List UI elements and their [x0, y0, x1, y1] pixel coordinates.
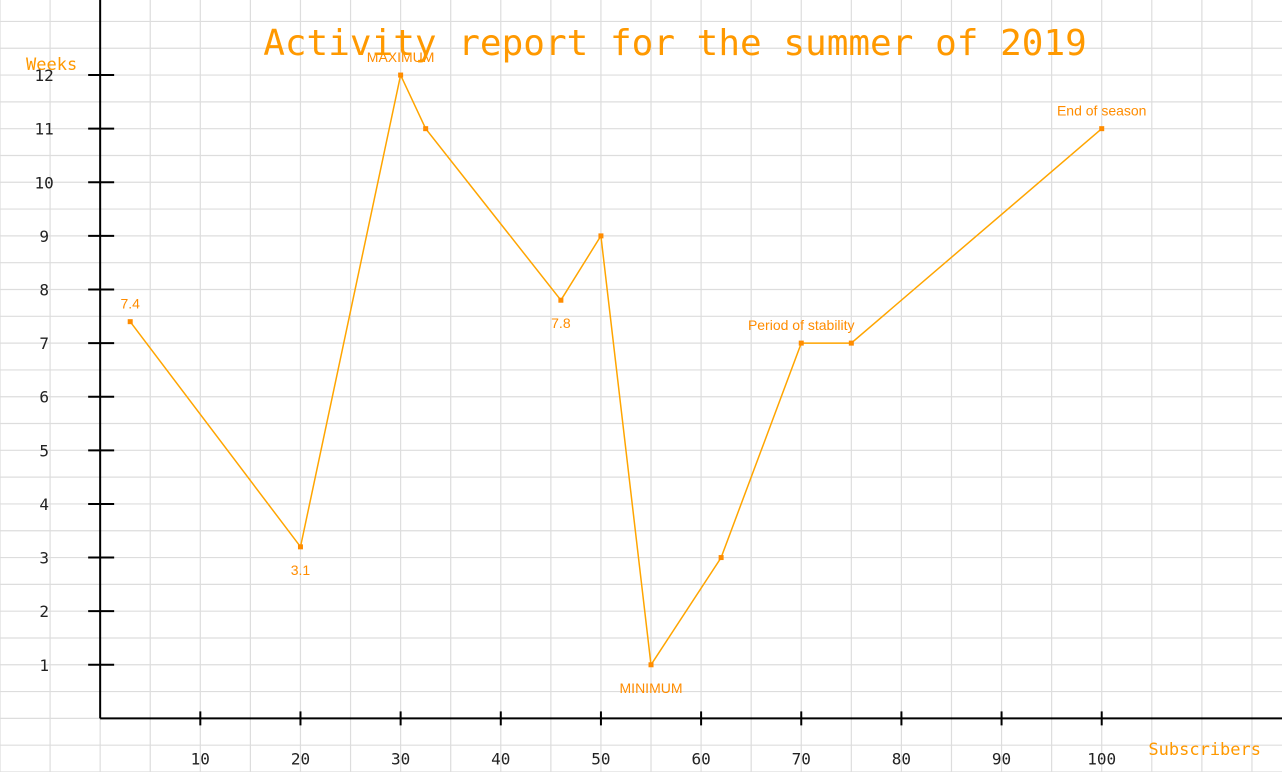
data-label: End of season [1057, 103, 1147, 119]
x-tick-label: 40 [491, 749, 510, 768]
data-point [297, 544, 303, 550]
chart-axes [99, 0, 1282, 720]
data-label: Period of stability [748, 317, 855, 333]
data-point [1099, 126, 1105, 132]
chart-series [127, 72, 1105, 668]
data-point [127, 319, 133, 325]
y-tick-label: 2 [39, 602, 49, 621]
data-label: 7.8 [551, 315, 571, 331]
x-tick-label: 50 [591, 749, 610, 768]
data-point [798, 340, 804, 346]
x-tick-label: 60 [691, 749, 710, 768]
y-tick-label: 1 [39, 656, 49, 675]
data-point [558, 297, 564, 303]
x-tick-label: 90 [992, 749, 1011, 768]
data-point [648, 662, 654, 668]
data-point [398, 72, 404, 78]
data-label: 7.4 [120, 296, 140, 312]
y-tick-label: 3 [39, 549, 49, 568]
y-tick-label: 6 [39, 388, 49, 407]
y-axis-title: Weeks [26, 55, 77, 75]
y-tick-label: 7 [39, 334, 49, 353]
x-tick-label: 80 [892, 749, 911, 768]
y-tick-label: 4 [39, 495, 49, 514]
y-tick-label: 11 [35, 120, 54, 139]
x-tick-label: 10 [191, 749, 210, 768]
x-tick-label: 70 [792, 749, 811, 768]
chart-annotations: 7.4 3.1 MAXIMUM 7.8 MINIMUM Period of stabili… [120, 49, 1146, 696]
y-tick-label: 5 [39, 441, 49, 460]
x-tick-label: 20 [291, 749, 310, 768]
data-point [848, 340, 854, 346]
data-point [423, 126, 429, 132]
x-axis-title: Subscribers [1148, 740, 1261, 760]
y-tick-label: 12 [35, 66, 54, 85]
y-tick-label: 9 [39, 227, 49, 246]
data-point [718, 555, 724, 561]
data-label: 3.1 [291, 562, 311, 578]
x-tick-label: 100 [1087, 749, 1116, 768]
x-tick-label: 30 [391, 749, 410, 768]
data-label: MINIMUM [620, 680, 683, 696]
chart-title: Activity report for the summer of 2019 [263, 23, 1087, 64]
data-point [598, 233, 604, 239]
y-tick-label: 8 [39, 281, 49, 300]
data-label: MAXIMUM [367, 49, 435, 65]
y-tick-label: 10 [35, 173, 54, 192]
